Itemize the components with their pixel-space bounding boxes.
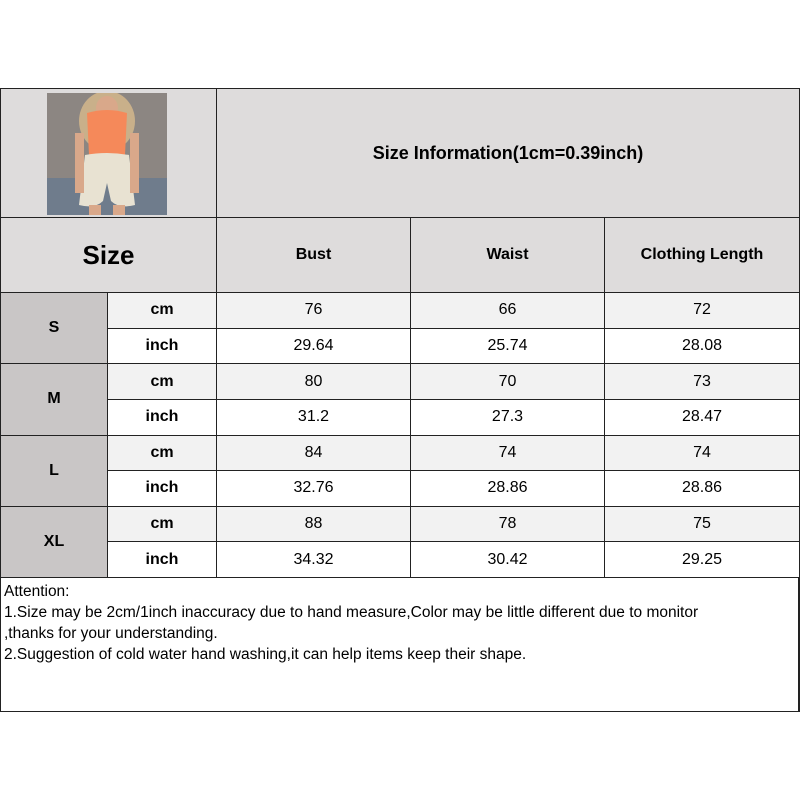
cell-bust-inch: 29.64 (217, 328, 411, 365)
product-photo (47, 93, 167, 215)
cell-bust-cm: 76 (217, 293, 411, 329)
size-label-xl: XL (1, 506, 108, 578)
cell-clothing-length-cm: 75 (605, 506, 800, 543)
cell-bust-cm: 88 (217, 506, 411, 543)
unit-label-inch: inch (108, 471, 217, 507)
cell-waist-inch: 27.3 (411, 399, 605, 436)
cell-waist-inch: 30.42 (411, 542, 605, 578)
cell-bust-inch: 34.32 (217, 542, 411, 578)
cell-bust-inch: 31.2 (217, 399, 411, 436)
unit-label-inch: inch (108, 399, 217, 436)
attention-note-1: 1.Size may be 2cm/1inch inaccuracy due t… (4, 604, 699, 621)
attention-heading: Attention: (4, 583, 70, 600)
attention-notes: Attention: 1.Size may be 2cm/1inch inacc… (1, 578, 799, 712)
cell-clothing-length-cm: 74 (605, 435, 800, 472)
cell-clothing-length-inch: 28.47 (605, 399, 800, 436)
column-header-clothing-length: Clothing Length (605, 218, 800, 293)
unit-label-cm: cm (108, 506, 217, 543)
cell-bust-cm: 80 (217, 364, 411, 400)
cell-waist-inch: 28.86 (411, 471, 605, 507)
cell-waist-cm: 78 (411, 506, 605, 543)
cell-bust-cm: 84 (217, 435, 411, 472)
column-header-waist: Waist (411, 218, 605, 293)
cell-clothing-length-inch: 28.08 (605, 328, 800, 365)
cell-waist-cm: 66 (411, 293, 605, 329)
page-title: Size Information(1cm=0.39inch) (217, 89, 800, 218)
cell-clothing-length-cm: 73 (605, 364, 800, 400)
unit-label-cm: cm (108, 435, 217, 472)
unit-label-inch: inch (108, 542, 217, 578)
attention-note-1-cont: ,thanks for your understanding. (4, 625, 218, 642)
cell-waist-cm: 70 (411, 364, 605, 400)
cell-bust-inch: 32.76 (217, 471, 411, 507)
unit-label-cm: cm (108, 293, 217, 329)
unit-label-inch: inch (108, 328, 217, 365)
unit-label-cm: cm (108, 364, 217, 400)
cell-waist-cm: 74 (411, 435, 605, 472)
attention-note-2: 2.Suggestion of cold water hand washing,… (4, 646, 527, 663)
column-header-bust: Bust (217, 218, 411, 293)
size-label-m: M (1, 364, 108, 436)
cell-clothing-length-cm: 72 (605, 293, 800, 329)
cell-waist-inch: 25.74 (411, 328, 605, 365)
cell-clothing-length-inch: 29.25 (605, 542, 800, 578)
size-header: Size (1, 218, 217, 293)
cell-clothing-length-inch: 28.86 (605, 471, 800, 507)
size-label-l: L (1, 435, 108, 507)
size-label-s: S (1, 293, 108, 365)
